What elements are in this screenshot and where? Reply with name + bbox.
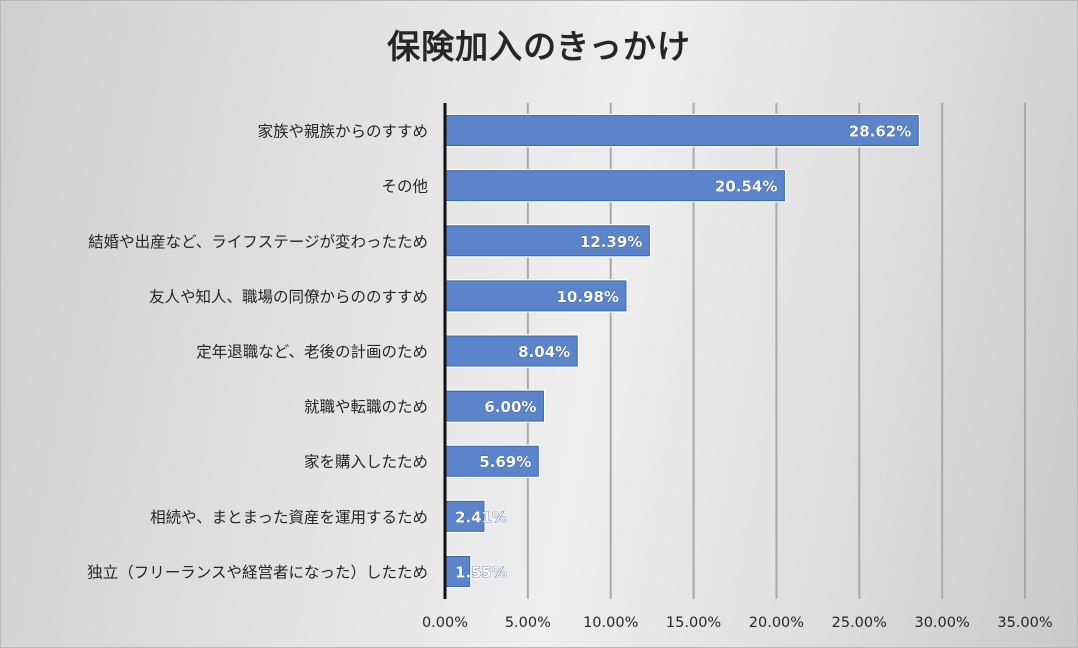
data-label: 10.98% [556,288,618,306]
bar [444,499,486,534]
x-tick-label: 35.00% [997,615,1052,631]
x-tick-label: 25.00% [832,615,887,631]
category-label: その他 [381,178,428,196]
x-tick-label: 5.00% [505,615,551,631]
x-tick-label: 30.00% [914,615,969,631]
category-label: 結婚や出産など、ライフステージが変わったため [88,233,428,251]
data-label: 6.00% [484,398,536,416]
data-label: 8.04% [518,343,570,361]
bar [444,389,546,423]
chart-title: 保険加入のきっかけ [387,27,691,66]
category-label: 定年退職など、老後の計画のため [196,343,428,361]
bar [444,554,472,589]
data-labels: 28.62% 20.54% 12.39% 10.98% 8.04% 6.00% 5.69% 2… [455,122,912,581]
bars [444,113,921,589]
bar [444,334,579,368]
x-tick-label: 20.00% [749,615,804,631]
x-tick-label: 15.00% [666,615,721,631]
data-label: 12.39% [580,233,642,251]
category-label: 独立（フリーランスや経営者になった）したため [87,563,428,581]
category-label: 家族や親族からのすすめ [257,123,428,141]
category-label: 友人や知人、職場の同僚からののすすめ [149,288,428,306]
category-label: 就職や転職のため [304,398,428,416]
data-label: 2.41% [455,508,507,526]
x-tick-label: 10.00% [583,615,638,631]
data-label: 20.54% [715,178,777,196]
data-label: 5.69% [479,453,531,471]
x-tick-label: 0.00% [422,615,468,631]
bar [444,444,541,478]
data-label: 1.55% [455,563,507,581]
data-label: 28.62% [849,123,911,141]
category-label: 相続や、まとまった資産を運用するため [150,508,428,526]
x-tick-labels: 0.00% 5.00% 10.00% 15.00% 20.00% 25.00% 30.00%… [422,615,1053,631]
category-label: 家を購入したため [304,453,428,471]
category-labels: 家族や親族からのすすめその他結婚や出産など、ライフステージが変わったため友人や知… [87,123,428,582]
bar [444,279,628,313]
